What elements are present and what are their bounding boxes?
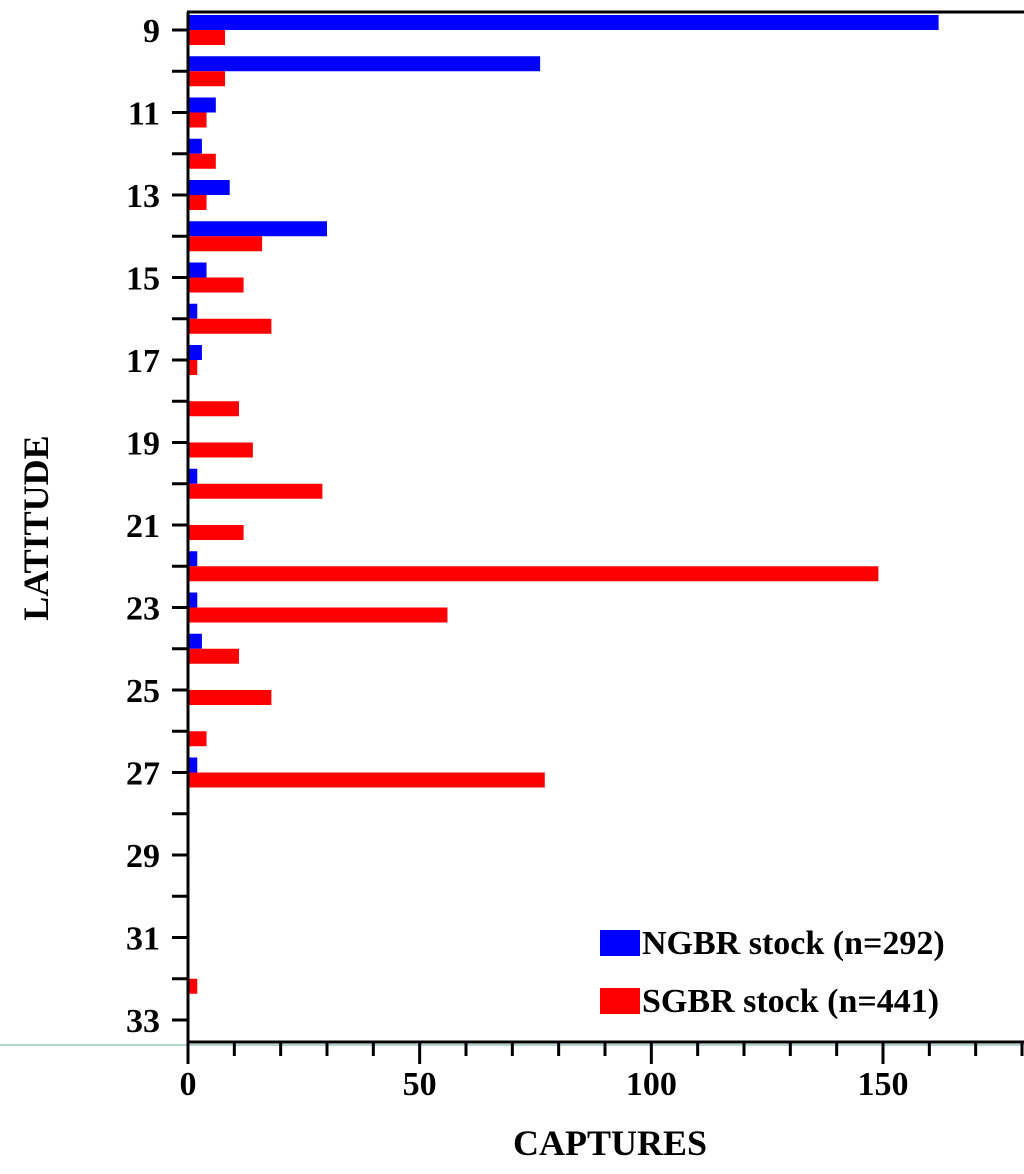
sgbr-bar-lat-25 (188, 690, 272, 705)
sgbr-bar-lat-26 (188, 731, 207, 747)
ngbr-bar-lat-9 (188, 15, 939, 30)
y-axis-label: LATITUDE (16, 435, 56, 620)
legend: NGBR stock (n=292) SGBR stock (n=441) (600, 925, 945, 1020)
sgbr-bar-lat-23 (188, 607, 448, 623)
axes-layer: 9 11 13 15 17 19 21 23 25 27 29 31 33 0 50 100 150 (0, 10, 1024, 1103)
sgbr-bar-lat-19 (188, 442, 253, 458)
ngbr-bar-lat-14 (188, 221, 327, 237)
ngbr-bar-lat-11 (188, 97, 216, 113)
x-tick-label-50: 50 (403, 1066, 437, 1103)
ngbr-bar-lat-24 (188, 633, 202, 649)
sgbr-bar-lat-17 (188, 360, 198, 375)
sgbr-bar-lat-9 (188, 30, 226, 45)
ngbr-bar-lat-13 (188, 180, 230, 195)
sgbr-bar-lat-14 (188, 236, 263, 252)
x-tick-label-100: 100 (626, 1066, 677, 1103)
sgbr-bar-lat-15 (188, 277, 244, 293)
sgbr-bar-lat-24 (188, 648, 239, 664)
ngbr-bar-lat-27 (188, 757, 198, 773)
sgbr-legend-label: SGBR stock (n=441) (642, 983, 939, 1020)
sgbr-bar-lat-16 (188, 318, 272, 334)
ngbr-bar-lat-20 (188, 468, 198, 484)
ngbr-legend-label: NGBR stock (n=292) (642, 925, 945, 962)
sgbr-bar-lat-20 (188, 483, 323, 499)
sgbr-bar-lat-22 (188, 566, 879, 582)
sgbr-bar-lat-11 (188, 112, 207, 128)
y-tick-label-29: 29 (126, 838, 160, 875)
ngbr-bar-lat-12 (188, 138, 202, 154)
sgbr-bar-lat-13 (188, 195, 207, 210)
y-tick-label-15: 15 (126, 261, 160, 298)
x-tick-label-0: 0 (180, 1066, 197, 1103)
x-axis-label: CAPTURES (513, 1123, 707, 1163)
y-tick-label-9: 9 (143, 13, 160, 50)
y-tick-label-23: 23 (126, 591, 160, 628)
y-tick-label-19: 19 (126, 426, 160, 463)
y-tick-label-27: 27 (126, 756, 160, 793)
ngbr-bar-lat-10 (188, 56, 541, 72)
sgbr-bar-lat-27 (188, 772, 545, 788)
sgbr-bar-lat-12 (188, 153, 216, 169)
sgbr-bar-lat-32 (188, 978, 198, 994)
bars-layer (188, 15, 939, 994)
sgbr-bar-lat-10 (188, 71, 226, 87)
sgbr-bar-lat-21 (188, 525, 244, 540)
ngbr-legend-swatch (600, 930, 640, 956)
y-tick-label-33: 33 (126, 1003, 160, 1040)
ngbr-bar-lat-22 (188, 551, 198, 567)
ngbr-bar-lat-15 (188, 262, 207, 278)
y-tick-label-17: 17 (126, 343, 160, 380)
ngbr-bar-lat-17 (188, 345, 202, 360)
sgbr-legend-swatch (600, 988, 640, 1014)
y-tick-label-11: 11 (128, 96, 160, 133)
y-tick-label-31: 31 (126, 921, 160, 958)
y-tick-label-21: 21 (126, 508, 160, 545)
y-tick-label-25: 25 (126, 673, 160, 710)
ngbr-bar-lat-23 (188, 592, 198, 608)
sgbr-bar-lat-18 (188, 401, 239, 417)
x-tick-label-150: 150 (858, 1066, 909, 1103)
ngbr-bar-lat-16 (188, 303, 198, 319)
y-tick-label-13: 13 (126, 178, 160, 215)
